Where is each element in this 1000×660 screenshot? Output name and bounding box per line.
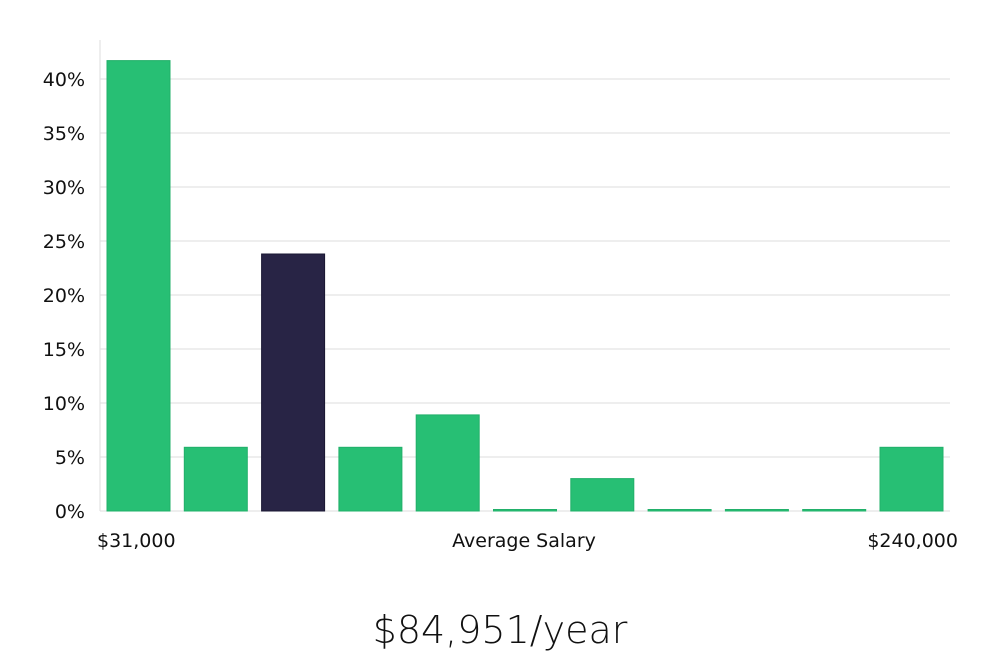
y-tick-label: 5% <box>55 447 85 469</box>
histogram-bar <box>879 446 944 512</box>
y-tick-label: 15% <box>43 339 85 361</box>
y-axis-tick-labels: 0% 5% 10% 15% 20% 25% 30% 35% 40% <box>43 69 85 523</box>
average-salary-value: $84,951/year <box>372 608 628 652</box>
y-tick-label: 40% <box>43 69 85 91</box>
histogram-bar <box>724 509 789 512</box>
x-axis-title: Average Salary <box>452 530 596 552</box>
histogram-bar <box>802 509 867 512</box>
grid-lines <box>100 78 950 512</box>
histogram-bar <box>570 478 635 512</box>
histogram-bar-highlighted <box>261 253 326 512</box>
y-tick-label: 30% <box>43 177 85 199</box>
x-axis-max-label: $240,000 <box>867 530 958 552</box>
y-tick-label: 10% <box>43 393 85 415</box>
histogram-bars <box>106 60 944 512</box>
histogram-bar <box>647 509 712 512</box>
salary-histogram-chart: 0% 5% 10% 15% 20% 25% 30% 35% 40% $31,000 Averag… <box>43 40 958 552</box>
x-axis-min-label: $31,000 <box>97 530 176 552</box>
histogram-bar <box>183 446 248 512</box>
y-tick-label: 20% <box>43 285 85 307</box>
y-tick-label: 0% <box>55 501 85 523</box>
histogram-bar <box>338 446 403 512</box>
y-tick-label: 35% <box>43 123 85 145</box>
histogram-bar <box>415 414 480 512</box>
y-tick-label: 25% <box>43 231 85 253</box>
histogram-bar <box>106 60 171 512</box>
histogram-bar <box>493 509 557 512</box>
